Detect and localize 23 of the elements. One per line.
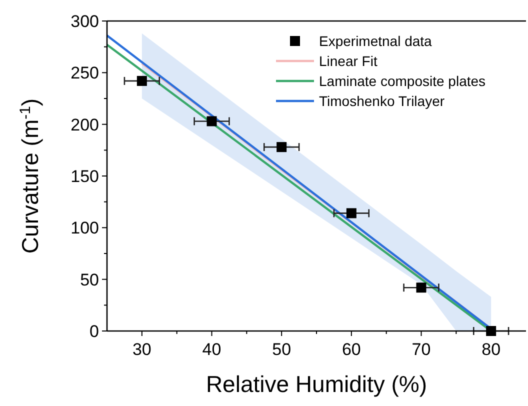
legend-label: Linear Fit [319, 53, 378, 69]
point [276, 142, 287, 152]
legend-label: Experimetnal data [319, 33, 432, 49]
y-tick-label: 150 [70, 167, 99, 186]
x-tick-label: 70 [412, 340, 431, 359]
y-tick-label: 100 [70, 218, 99, 238]
point [416, 282, 426, 293]
y-tick-label: 0 [90, 322, 99, 341]
x-tick-label: 40 [202, 340, 222, 359]
y-tick-label: 200 [70, 115, 99, 134]
legend-label: Timoshenko Trilayer [319, 93, 445, 109]
y-tick-label: 300 [70, 12, 99, 31]
y-tick-label: 250 [70, 64, 99, 83]
point [206, 116, 217, 126]
x-tick-label: 50 [272, 340, 292, 359]
x-tick-label: 60 [342, 340, 361, 359]
legend-label: Laminate composite plates [319, 73, 486, 89]
x-tick-label: 80 [482, 340, 501, 359]
point [346, 208, 356, 218]
x-tick-label: 30 [132, 340, 152, 359]
x-axis-title: Relative Humidity (%) [206, 371, 428, 397]
y-tick-label: 50 [80, 270, 99, 290]
point [136, 76, 147, 86]
